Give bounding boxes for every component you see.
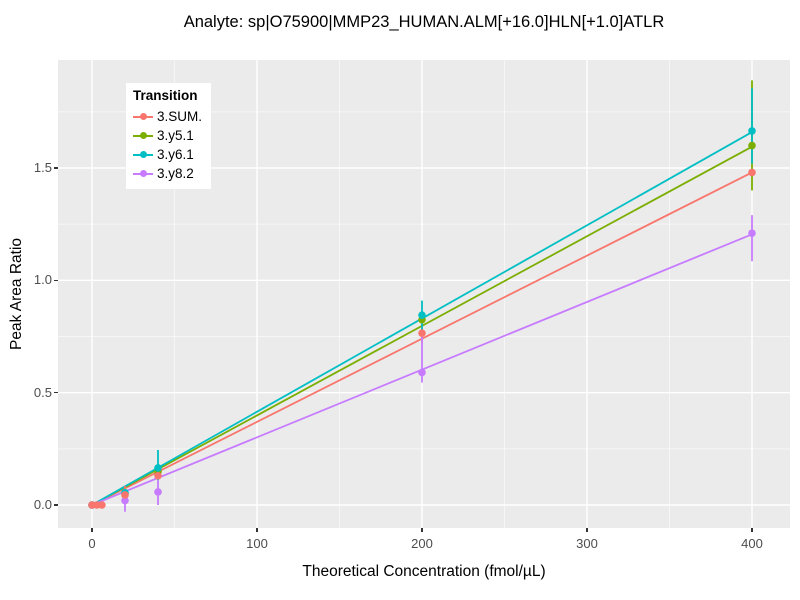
x-tick-label: 0 — [88, 536, 96, 551]
x-tick-mark — [751, 528, 753, 532]
data-point-3.y8.2 — [418, 368, 426, 377]
data-point-3.y6.1 — [418, 311, 426, 319]
data-point-3.y8.2 — [748, 229, 756, 237]
x-tick-mark — [421, 528, 423, 532]
data-point-3.SUM. — [154, 471, 162, 480]
x-tick-mark — [256, 528, 258, 532]
legend: Transition 3.SUM. 3.y5.1 3.y6.1 3.y8.2 — [126, 83, 212, 189]
data-point-3.SUM. — [418, 329, 426, 337]
legend-items: 3.SUM. 3.y5.1 3.y6.1 3.y8.2 — [133, 107, 202, 183]
legend-label: 3.y5.1 — [157, 128, 194, 143]
y-tick-mark — [54, 391, 58, 394]
y-tick-label: 1.0 — [33, 272, 52, 288]
y-axis-title: Peak Area Ratio — [8, 237, 25, 351]
y-tick-label: 0.5 — [33, 384, 52, 400]
data-point-3.SUM. — [98, 501, 106, 509]
x-tick-label: 200 — [411, 536, 433, 551]
x-tick-label: 300 — [576, 536, 598, 551]
x-tick-label: 100 — [246, 536, 268, 551]
legend-item: 3.y5.1 — [133, 126, 202, 145]
y-tick-mark — [54, 167, 58, 169]
data-point-3.y8.2 — [121, 496, 129, 505]
legend-title: Transition — [133, 88, 198, 103]
data-point-3.y8.2 — [154, 488, 162, 496]
x-axis-title: Theoretical Concentration (fmol/µL) — [302, 563, 546, 580]
legend-marker-dot — [139, 113, 147, 120]
data-point-3.SUM. — [748, 168, 756, 177]
legend-marker-dot — [139, 151, 147, 158]
legend-item: 3.y8.2 — [133, 164, 202, 183]
x-tick-label: 400 — [741, 536, 763, 551]
y-tick-label: 0.0 — [33, 497, 52, 512]
data-point-3.SUM. — [121, 491, 129, 499]
legend-marker-dot — [139, 132, 147, 139]
legend-item: 3.SUM. — [133, 107, 202, 126]
legend-marker-icon — [133, 150, 153, 160]
x-tick-mark — [586, 528, 588, 532]
legend-item: 3.y6.1 — [133, 145, 202, 164]
legend-marker-icon — [133, 131, 153, 141]
legend-marker-dot — [139, 170, 147, 177]
data-point-3.y6.1 — [154, 464, 162, 472]
legend-marker-icon — [133, 112, 153, 122]
legend-label: 3.y6.1 — [157, 147, 194, 162]
y-tick-mark — [54, 504, 58, 506]
x-tick-mark — [91, 528, 93, 532]
legend-marker-icon — [133, 169, 153, 179]
y-tick-mark — [54, 279, 58, 282]
legend-label: 3.y8.2 — [157, 166, 194, 181]
y-tick-label: 1.5 — [33, 159, 52, 175]
data-point-3.y6.1 — [748, 127, 756, 135]
data-point-3.y5.1 — [748, 141, 756, 150]
chart-title: Analyte: sp|O75900|MMP23_HUMAN.ALM[+16.0… — [183, 13, 665, 31]
legend-label: 3.SUM. — [157, 109, 203, 124]
